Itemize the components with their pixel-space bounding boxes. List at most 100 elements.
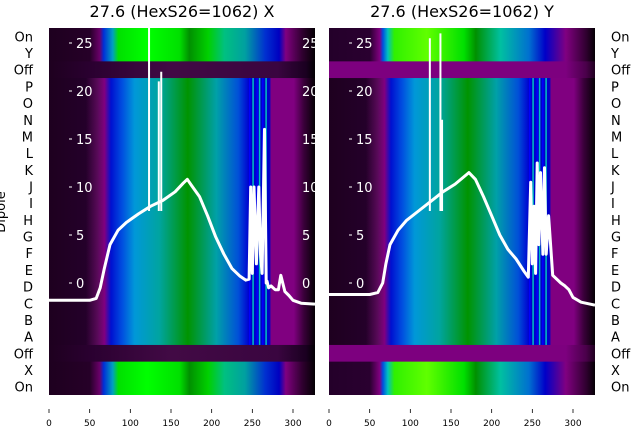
row-label: On [611, 381, 629, 396]
heatmap-row [329, 344, 595, 363]
twin-ytick-label: 15 [302, 133, 319, 148]
row-label: F [26, 247, 33, 262]
row-label: L [611, 147, 619, 162]
row-label: J [28, 180, 33, 195]
heatmap-row [329, 44, 595, 62]
inner-ytick-label: 20 [76, 85, 93, 100]
heatmap-row [49, 161, 315, 179]
row-label: On [611, 30, 629, 45]
heatmap-row [329, 111, 595, 129]
xtick-label: 0 [326, 419, 332, 429]
row-label: A [611, 331, 620, 346]
xtick-label: 150 [162, 419, 179, 429]
heatmap-row [49, 44, 315, 62]
xtick-label: 300 [564, 419, 581, 429]
heatmap-row [49, 61, 315, 79]
twin-ytick-label: 10 [302, 181, 319, 196]
xtick-label: 300 [284, 419, 301, 429]
row-label: O [611, 97, 621, 112]
xtick-label: 250 [244, 419, 261, 429]
heatmap-row [329, 294, 595, 313]
row-label: P [611, 80, 619, 95]
inner-ytick-label: 20 [356, 85, 373, 100]
xtick-label: 100 [402, 419, 419, 429]
row-label: O [23, 97, 33, 112]
heatmap: 25 20 15 10 5 0 [329, 28, 595, 395]
heatmap-row [329, 194, 595, 213]
heatmap-row [329, 361, 595, 379]
xtick-label: 150 [442, 419, 459, 429]
heatmap-row [49, 361, 315, 379]
row-label: Y [610, 47, 619, 62]
heatmap-row [329, 161, 595, 179]
row-label: E [25, 264, 33, 279]
row-label: P [25, 80, 33, 95]
heatmap-row [329, 278, 595, 296]
row-label: X [24, 364, 33, 379]
row-label: I [611, 197, 615, 212]
inner-ytick-label: 25 [356, 37, 373, 52]
row-label: On [15, 30, 33, 45]
xtick-label: 200 [203, 419, 220, 429]
row-label: C [611, 297, 620, 312]
row-label: M [611, 130, 622, 145]
xtick-label: 250 [524, 419, 541, 429]
heatmap-row [49, 294, 315, 313]
inner-ytick-label: 10 [356, 181, 373, 196]
heatmap-row [49, 94, 315, 113]
heatmap: 25 25 20 20 15 15 10 10 5 5 0 0 [49, 28, 319, 395]
row-label: A [24, 331, 33, 346]
heatmap-row [49, 228, 315, 246]
panel-title-y: 27.6 (HexS26=1062) Y [370, 2, 554, 21]
heatmap-row [329, 144, 595, 163]
row-label: B [611, 314, 620, 329]
heatmap-row [49, 244, 315, 263]
row-label: M [22, 130, 33, 145]
profile-line [329, 161, 595, 307]
heatmap-row [49, 78, 315, 96]
row-label: Off [14, 347, 34, 362]
row-label: N [23, 114, 33, 129]
inner-ytick-label: 15 [356, 133, 373, 148]
row-label: H [23, 214, 33, 229]
inner-ytick-label: 0 [356, 277, 364, 292]
heatmap-row [329, 128, 595, 146]
profile-line [49, 127, 315, 306]
heatmap-row [49, 111, 315, 129]
heatmap-row [329, 228, 595, 246]
heatmap-row [329, 61, 595, 79]
row-label: F [611, 247, 618, 262]
xtick-label: 50 [84, 419, 96, 429]
row-label: G [23, 231, 33, 246]
y-axis-label: Dipole [0, 191, 9, 232]
row-label: G [611, 231, 621, 246]
heatmap-row [49, 144, 315, 163]
row-label: B [24, 314, 33, 329]
heatmap-row [329, 311, 595, 329]
panel-title-x: 27.6 (HexS26=1062) X [90, 2, 275, 21]
row-label: K [611, 164, 620, 179]
xtick-label: 0 [46, 419, 52, 429]
heatmap-row [49, 194, 315, 213]
row-label: Off [611, 347, 631, 362]
row-label: On [15, 381, 33, 396]
heatmap-row [329, 261, 595, 279]
heatmap-row [49, 211, 315, 229]
inner-ytick-label: 5 [76, 229, 84, 244]
row-label: K [24, 164, 33, 179]
inner-ytick-label: 25 [76, 37, 93, 52]
heatmap-row [329, 328, 595, 346]
heatmap-row [49, 378, 315, 395]
row-label: L [26, 147, 34, 162]
heatmap-row [329, 378, 595, 395]
heatmap-row [329, 78, 595, 96]
xtick-label: 100 [122, 419, 139, 429]
inner-ytick-label: 0 [76, 277, 84, 292]
twin-ytick-label: 5 [302, 229, 310, 244]
heatmap-row [329, 244, 595, 263]
row-label: C [24, 297, 33, 312]
row-label: N [611, 114, 621, 129]
row-label: Off [14, 64, 34, 79]
xtick-label: 200 [483, 419, 500, 429]
